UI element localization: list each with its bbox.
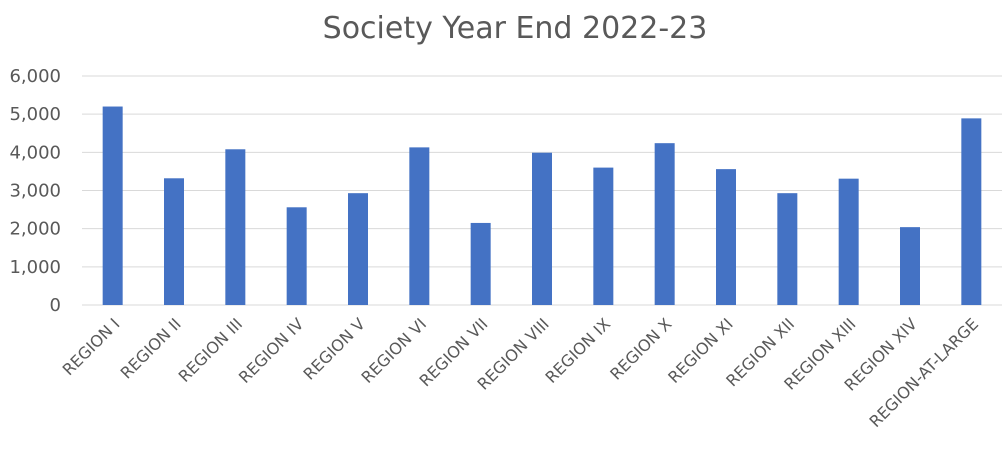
bar: [593, 167, 614, 305]
y-tick-label: 6,000: [9, 66, 61, 87]
y-tick-label: 0: [50, 295, 61, 316]
bar: [286, 207, 307, 305]
y-tick-label: 4,000: [9, 142, 61, 163]
bar: [102, 106, 123, 306]
bar: [838, 178, 859, 305]
bar: [654, 143, 675, 305]
x-tick-label: REGION IX: [542, 314, 615, 387]
bar: [164, 178, 184, 305]
bar: [716, 169, 736, 305]
bar: [961, 118, 982, 306]
y-axis-ticks: 0 1,000 2,000 3,000 4,000 5,000 6,000: [9, 66, 61, 316]
x-tick-label: REGION-AT-LARGE: [866, 314, 983, 431]
bar: [348, 193, 368, 305]
bars: [102, 106, 982, 306]
bar: [532, 152, 552, 305]
x-tick-label: REGION I: [59, 314, 124, 379]
bar: [777, 193, 798, 305]
bar: [409, 147, 430, 305]
bar: [900, 227, 920, 305]
y-tick-label: 5,000: [9, 104, 61, 125]
y-tick-label: 3,000: [9, 181, 61, 202]
chart-title: Society Year End 2022-23: [323, 11, 708, 46]
y-tick-label: 2,000: [9, 219, 61, 240]
bar: [470, 222, 491, 305]
bar: [225, 149, 246, 305]
y-tick-label: 1,000: [9, 257, 61, 278]
x-tick-label: REGION IV: [235, 314, 308, 387]
